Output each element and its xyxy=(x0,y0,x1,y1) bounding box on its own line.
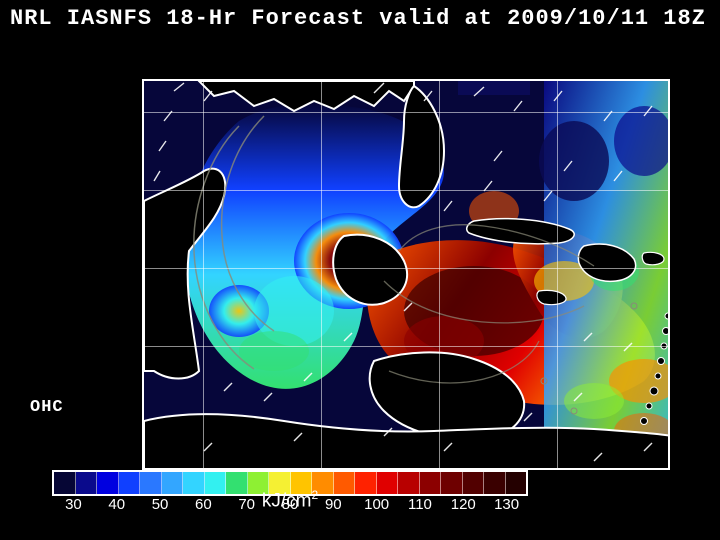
right-axis-label-2: 20°N xyxy=(682,257,718,275)
left-axis-label-3: 15°N xyxy=(2,335,38,353)
gridline-80w xyxy=(321,81,322,468)
right-axis-label-1: 25°N xyxy=(682,179,718,197)
top-axis-label-1: 95°W xyxy=(193,56,232,74)
colorbar-unit-label: kJ/cm2 xyxy=(52,488,528,512)
heatmap-field xyxy=(144,81,670,470)
top-axis-label-4: 80°W xyxy=(370,56,409,74)
top-axis-label-8: 60°W xyxy=(606,56,645,74)
colorbar-container: 30 40 50 60 70 80 90 100 110 120 130 kJ/… xyxy=(52,470,528,514)
left-axis-label-2: 20°N xyxy=(2,257,38,275)
top-axis-label-0: 100°W xyxy=(130,56,178,74)
top-axis-label-2: 90°W xyxy=(252,56,291,74)
left-axis-label-0: 30°N xyxy=(2,101,38,119)
gridline-15n xyxy=(144,346,668,347)
ohc-forecast-map: { "title": "NRL IASNFS 18-Hr Forecast va… xyxy=(0,0,720,540)
gridline-25n xyxy=(144,190,668,191)
top-axis-label-5: 75°W xyxy=(429,56,468,74)
gridline-70w xyxy=(439,81,440,468)
page-title: NRL IASNFS 18-Hr Forecast valid at 2009/… xyxy=(10,6,706,31)
top-axis-label-7: 65°W xyxy=(547,56,586,74)
ohc-text-label: OHC xyxy=(30,398,64,417)
right-axis-label-3: 15°N xyxy=(682,335,718,353)
gridline-90w xyxy=(203,81,204,468)
right-axis-label-4: 10°N xyxy=(682,413,718,431)
gridline-65w xyxy=(557,81,558,468)
top-axis-label-6: 70°W xyxy=(488,56,527,74)
gridline-20n xyxy=(144,268,668,269)
gridline-30n xyxy=(144,112,668,113)
right-axis-label-0: 30°N xyxy=(682,101,718,119)
ohc-heatmap[interactable] xyxy=(142,79,670,470)
left-axis-label-1: 25°N xyxy=(2,179,38,197)
top-axis-label-3: 85°W xyxy=(311,56,350,74)
